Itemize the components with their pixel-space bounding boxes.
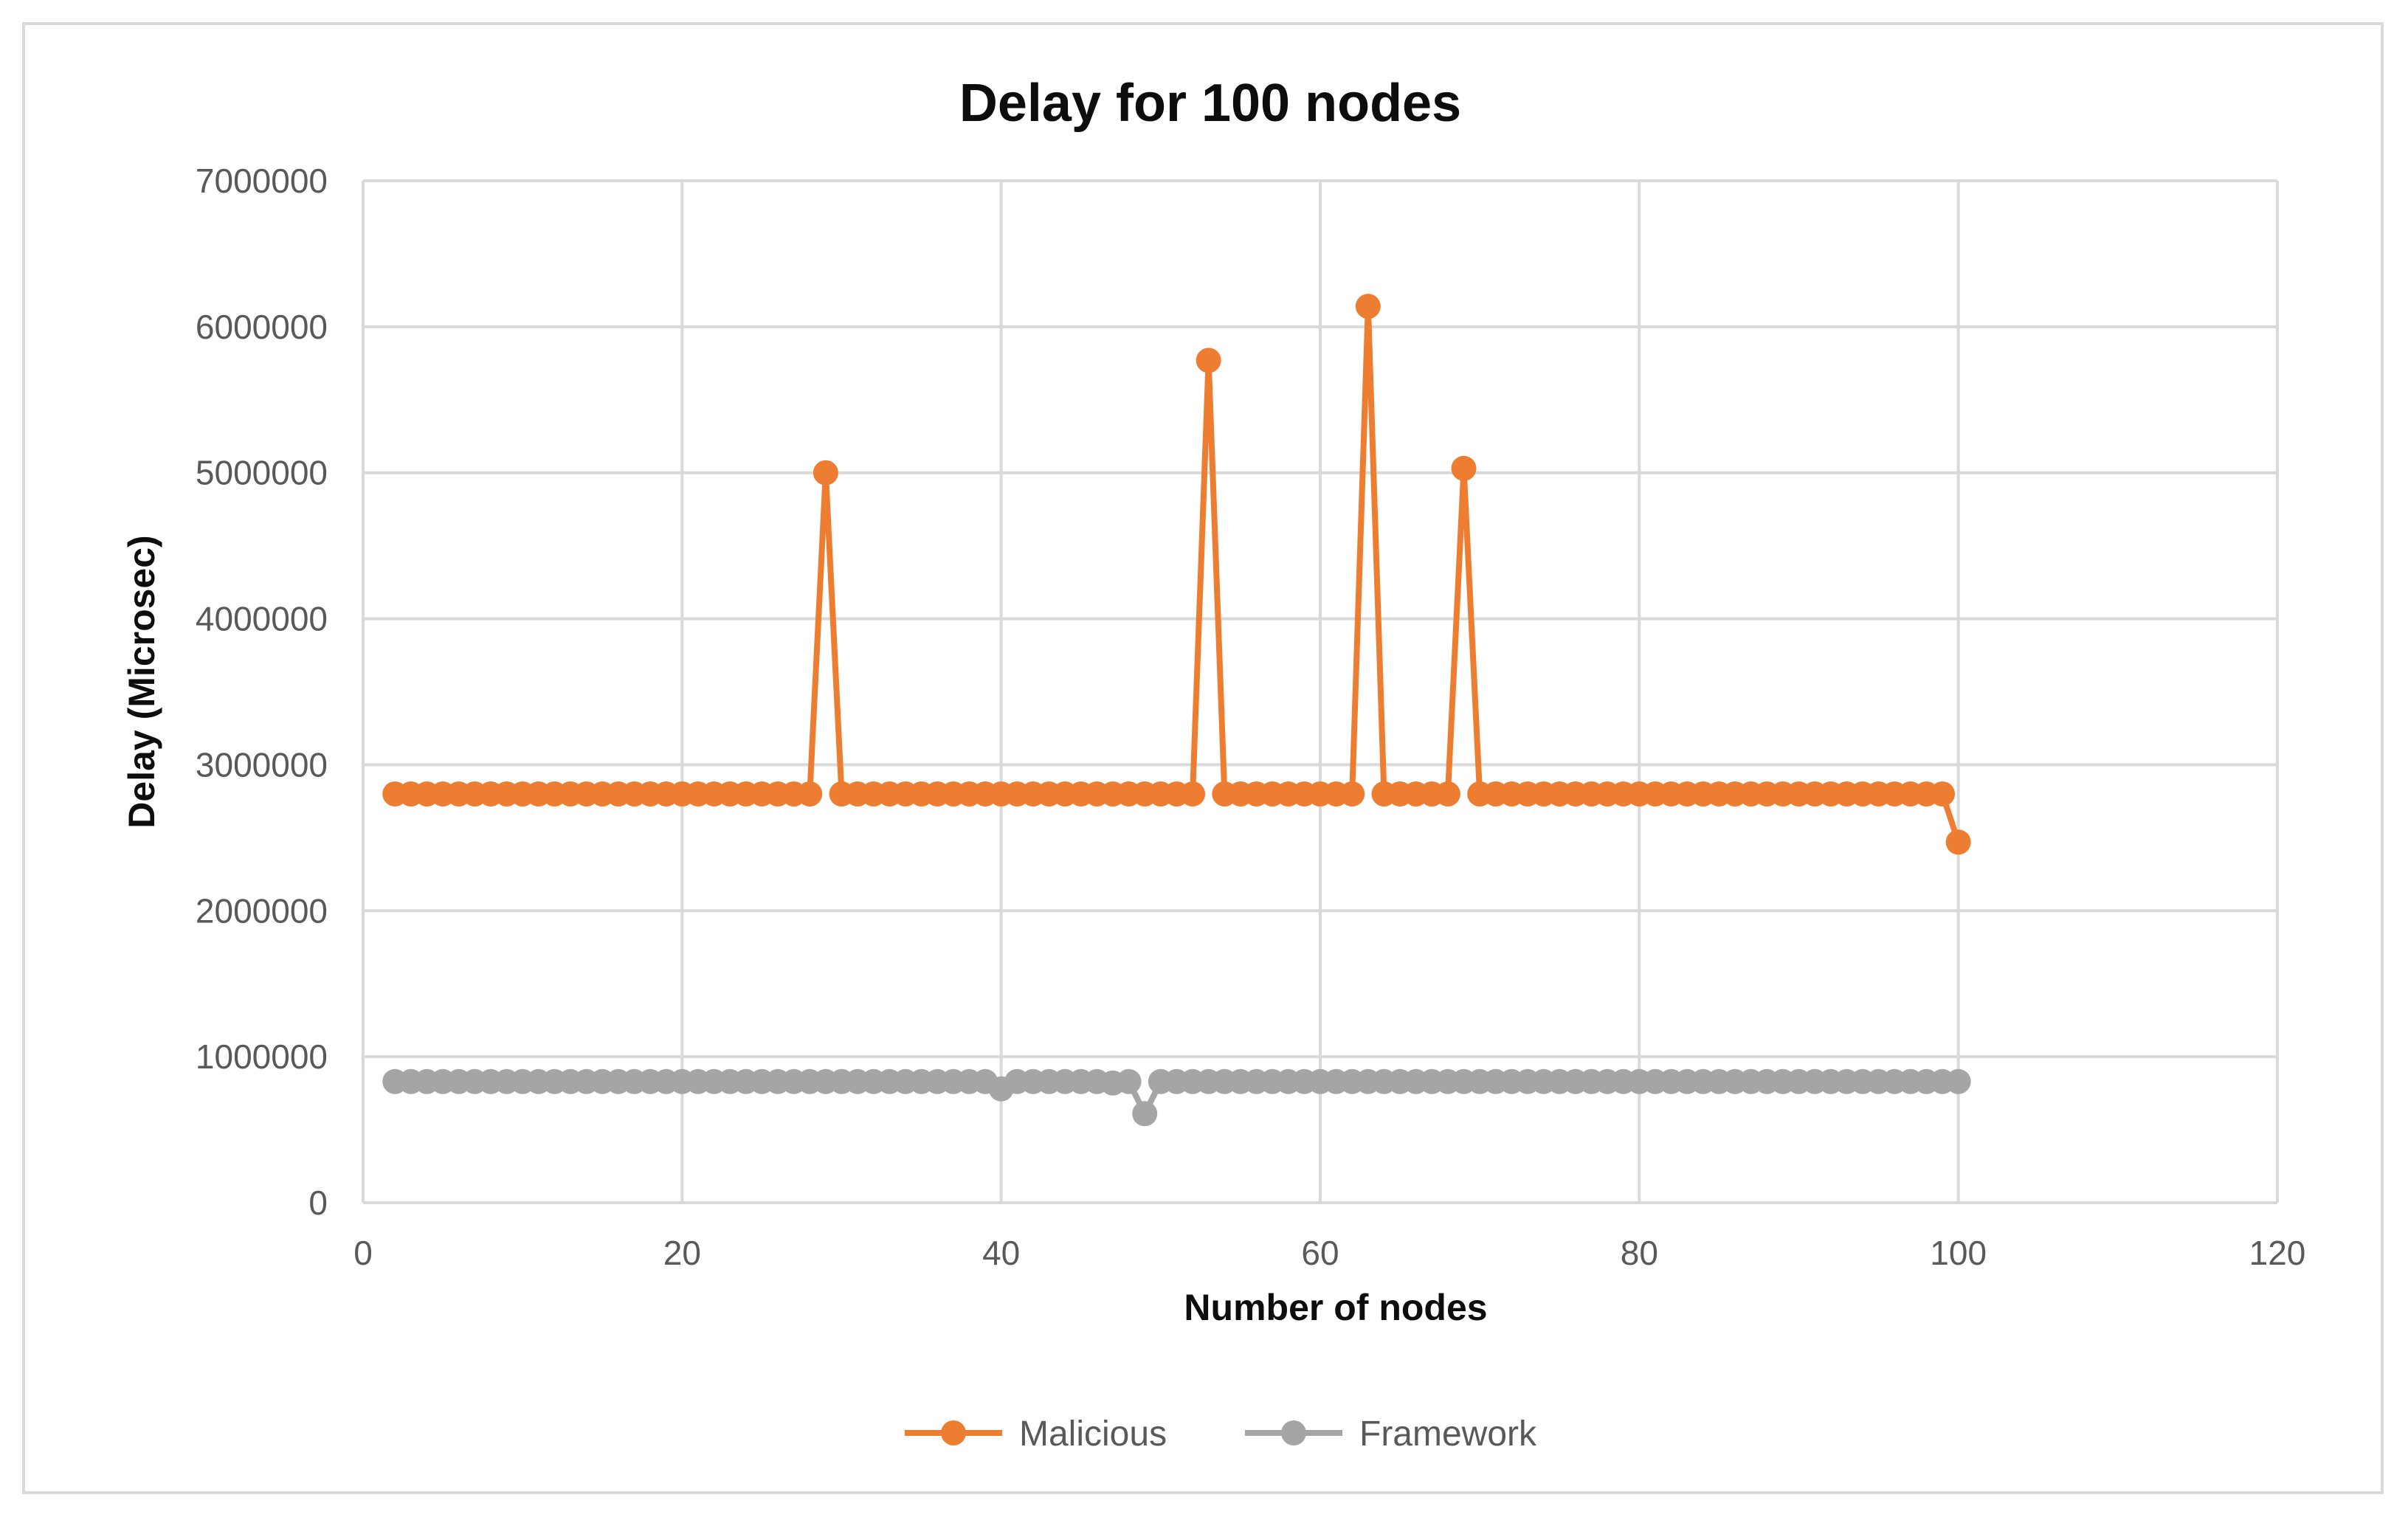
data-point xyxy=(1132,1101,1158,1127)
series-framework xyxy=(382,1068,1971,1127)
y-tick-label: 5000000 xyxy=(196,454,328,492)
data-point xyxy=(1451,455,1477,481)
y-tick-label: 4000000 xyxy=(196,600,328,638)
series-malicious xyxy=(382,294,1971,855)
y-tick-label: 2000000 xyxy=(196,891,328,930)
x-tick-label: 20 xyxy=(663,1234,701,1272)
data-point xyxy=(1355,294,1381,319)
data-point xyxy=(1930,781,1956,806)
chart-container: Delay for 100 nodes 0 1000000 2000000 30000… xyxy=(22,22,2384,1494)
x-tick-label: 80 xyxy=(1621,1234,1658,1272)
x-tick-label: 60 xyxy=(1301,1234,1339,1272)
legend: Malicious Framework xyxy=(905,1414,1537,1454)
x-tick-label: 40 xyxy=(982,1234,1020,1272)
data-point xyxy=(1339,781,1365,806)
chart-title: Delay for 100 nodes xyxy=(959,74,1461,133)
data-point xyxy=(1945,1068,1971,1094)
x-tick-label: 100 xyxy=(1930,1234,1987,1272)
data-point xyxy=(1435,781,1460,806)
x-tick-label: 120 xyxy=(2249,1234,2306,1272)
y-tick-label: 3000000 xyxy=(196,745,328,784)
y-axis-title: Delay (Microsec) xyxy=(121,535,162,828)
data-point xyxy=(1945,829,1971,855)
series-line xyxy=(395,303,1962,843)
legend-item-framework: Framework xyxy=(1245,1414,1537,1454)
legend-label: Malicious xyxy=(1019,1414,1167,1454)
data-point xyxy=(1196,348,1221,373)
y-tick-label: 1000000 xyxy=(196,1037,328,1076)
legend-dot-marker xyxy=(1281,1420,1306,1445)
legend-label: Framework xyxy=(1359,1414,1537,1454)
x-axis-title: Number of nodes xyxy=(1184,1287,1487,1328)
data-point xyxy=(1116,1068,1142,1094)
y-axis-ticks: 0 1000000 2000000 3000000 4000000 5000000 6000… xyxy=(196,162,328,1222)
y-tick-label: 0 xyxy=(308,1184,328,1222)
data-point xyxy=(1180,781,1206,806)
y-tick-label: 7000000 xyxy=(196,162,328,200)
y-tick-label: 6000000 xyxy=(196,308,328,346)
x-axis-ticks: 0 20 40 60 80 100 120 xyxy=(353,1234,2305,1272)
legend-dot-marker xyxy=(941,1420,966,1445)
x-tick-label: 0 xyxy=(353,1234,373,1272)
gridlines xyxy=(362,179,2279,1204)
data-point xyxy=(813,460,838,486)
chart-svg: Delay for 100 nodes 0 1000000 2000000 30000… xyxy=(121,74,2305,1454)
series-layer xyxy=(382,294,1971,1127)
data-point xyxy=(797,781,823,806)
legend-item-malicious: Malicious xyxy=(905,1414,1167,1454)
